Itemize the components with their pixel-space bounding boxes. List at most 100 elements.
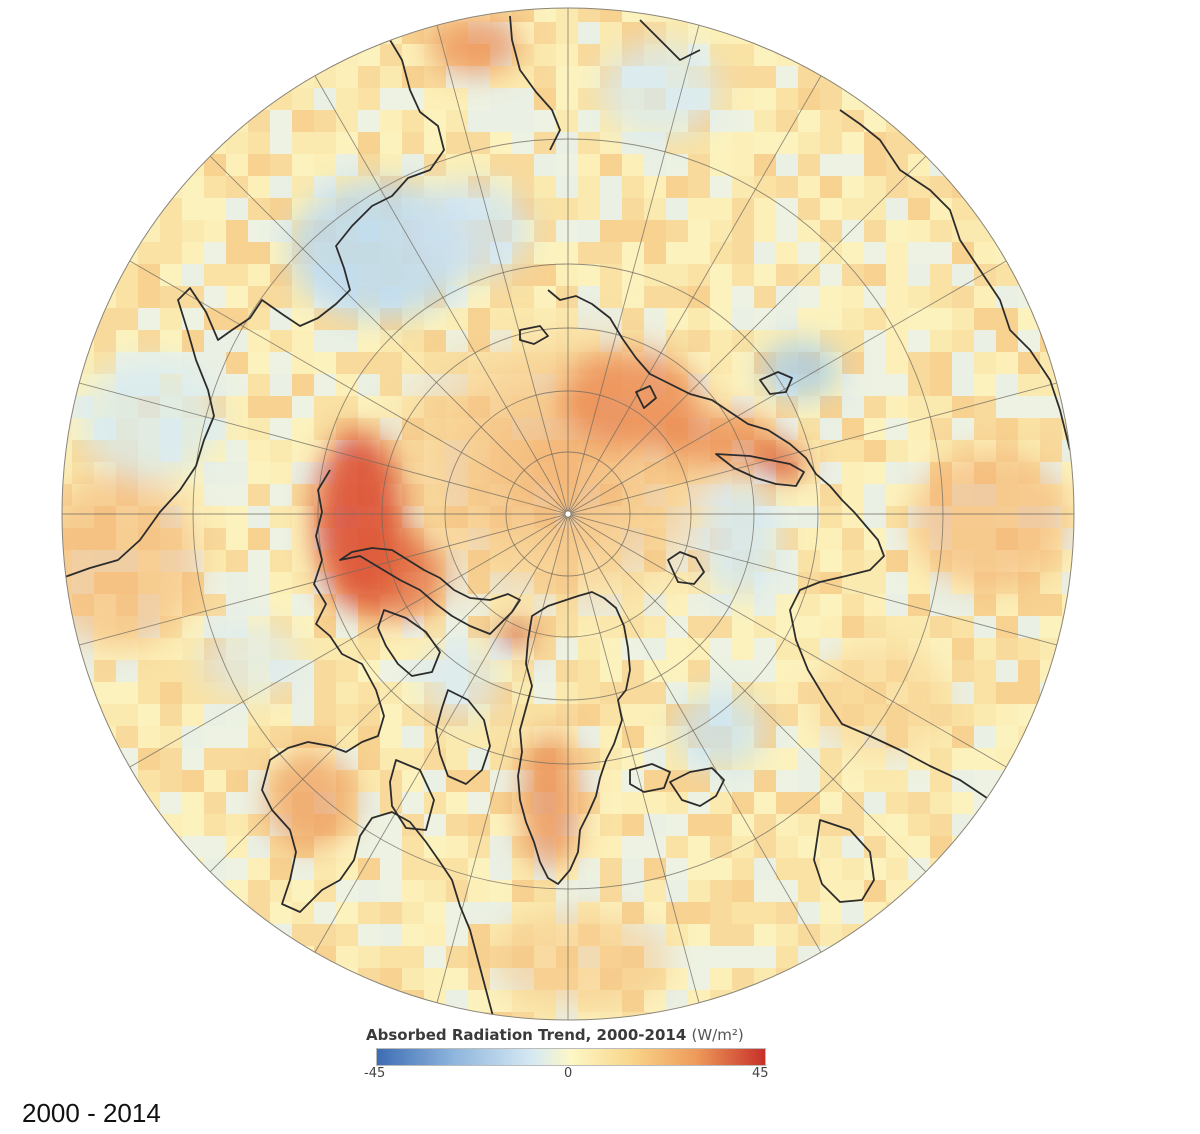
trend-cell	[908, 770, 930, 792]
trend-cell	[688, 638, 710, 660]
trend-cell	[776, 220, 798, 242]
trend-cell	[248, 176, 270, 198]
trend-cell	[600, 638, 622, 660]
trend-cell	[776, 176, 798, 198]
trend-cell	[600, 242, 622, 264]
trend-cell	[226, 440, 248, 462]
trend-cell	[754, 242, 776, 264]
trend-cell	[292, 308, 314, 330]
trend-cell	[578, 88, 600, 110]
trend-cell	[226, 286, 248, 308]
trend-cell	[182, 704, 204, 726]
trend-cell	[974, 308, 996, 330]
trend-cell	[248, 330, 270, 352]
trend-cell	[644, 220, 666, 242]
trend-cell	[798, 968, 820, 990]
trend-cell	[468, 792, 490, 814]
trend-cell	[688, 836, 710, 858]
trend-cell	[600, 814, 622, 836]
trend-cell	[952, 176, 974, 198]
trend-cell	[886, 396, 908, 418]
trend-cell	[1062, 616, 1084, 638]
trend-cell	[556, 220, 578, 242]
trend-cell	[424, 880, 446, 902]
trend-cell	[468, 902, 490, 924]
trend-cell	[908, 264, 930, 286]
trend-cell	[1018, 308, 1040, 330]
trend-cell	[732, 858, 754, 880]
trend-cell	[688, 308, 710, 330]
trend-cell	[908, 132, 930, 154]
trend-cell	[864, 264, 886, 286]
trend-cell	[974, 616, 996, 638]
trend-cell	[336, 396, 358, 418]
trend-cell	[600, 880, 622, 902]
north-pole-marker	[565, 511, 571, 517]
trend-cell	[974, 704, 996, 726]
trend-cell	[534, 22, 556, 44]
trend-cell	[578, 836, 600, 858]
trend-cell	[226, 220, 248, 242]
trend-cell	[974, 814, 996, 836]
trend-cell	[490, 902, 512, 924]
trend-cell	[886, 176, 908, 198]
trend-cell	[864, 528, 886, 550]
trend-cell	[556, 154, 578, 176]
trend-cell	[248, 154, 270, 176]
trend-cell	[886, 352, 908, 374]
trend-cell	[798, 132, 820, 154]
trend-cell	[820, 814, 842, 836]
trend-cell	[424, 902, 446, 924]
trend-cell	[490, 88, 512, 110]
trend-cell	[358, 110, 380, 132]
trend-cell	[754, 946, 776, 968]
trend-cell	[622, 198, 644, 220]
trend-cell	[424, 946, 446, 968]
trend-cell	[182, 198, 204, 220]
trend-cell	[358, 66, 380, 88]
trend-cell	[754, 792, 776, 814]
trend-cell	[798, 198, 820, 220]
trend-cell	[160, 264, 182, 286]
trend-cell	[622, 638, 644, 660]
trend-cell	[160, 220, 182, 242]
trend-cell	[160, 308, 182, 330]
trend-cell	[468, 154, 490, 176]
trend-cell	[1040, 572, 1062, 594]
trend-cell	[864, 858, 886, 880]
trend-cell	[732, 770, 754, 792]
trend-cell	[688, 660, 710, 682]
trend-cell	[270, 550, 292, 572]
trend-cell	[776, 748, 798, 770]
trend-cell	[952, 858, 974, 880]
trend-cell	[996, 726, 1018, 748]
trend-cell	[204, 286, 226, 308]
trend-cell	[468, 88, 490, 110]
trend-cell	[908, 880, 930, 902]
trend-cell	[358, 88, 380, 110]
trend-cell	[248, 572, 270, 594]
trend-cell	[292, 550, 314, 572]
trend-cell	[402, 946, 424, 968]
trend-cell	[798, 242, 820, 264]
trend-cell	[864, 308, 886, 330]
trend-cell	[336, 704, 358, 726]
trend-cell	[380, 110, 402, 132]
trend-cell	[578, 220, 600, 242]
trend-cell	[864, 176, 886, 198]
trend-cell	[842, 770, 864, 792]
trend-cell	[248, 836, 270, 858]
trend-cell	[732, 154, 754, 176]
trend-cell	[534, 264, 556, 286]
trend-cell	[864, 770, 886, 792]
trend-cell	[710, 330, 732, 352]
trend-cell	[468, 880, 490, 902]
trend-cell	[688, 264, 710, 286]
trend-cell	[182, 770, 204, 792]
trend-cell	[732, 264, 754, 286]
trend-cell	[974, 242, 996, 264]
trend-cell	[974, 352, 996, 374]
trend-cell	[336, 902, 358, 924]
trend-cell	[776, 726, 798, 748]
